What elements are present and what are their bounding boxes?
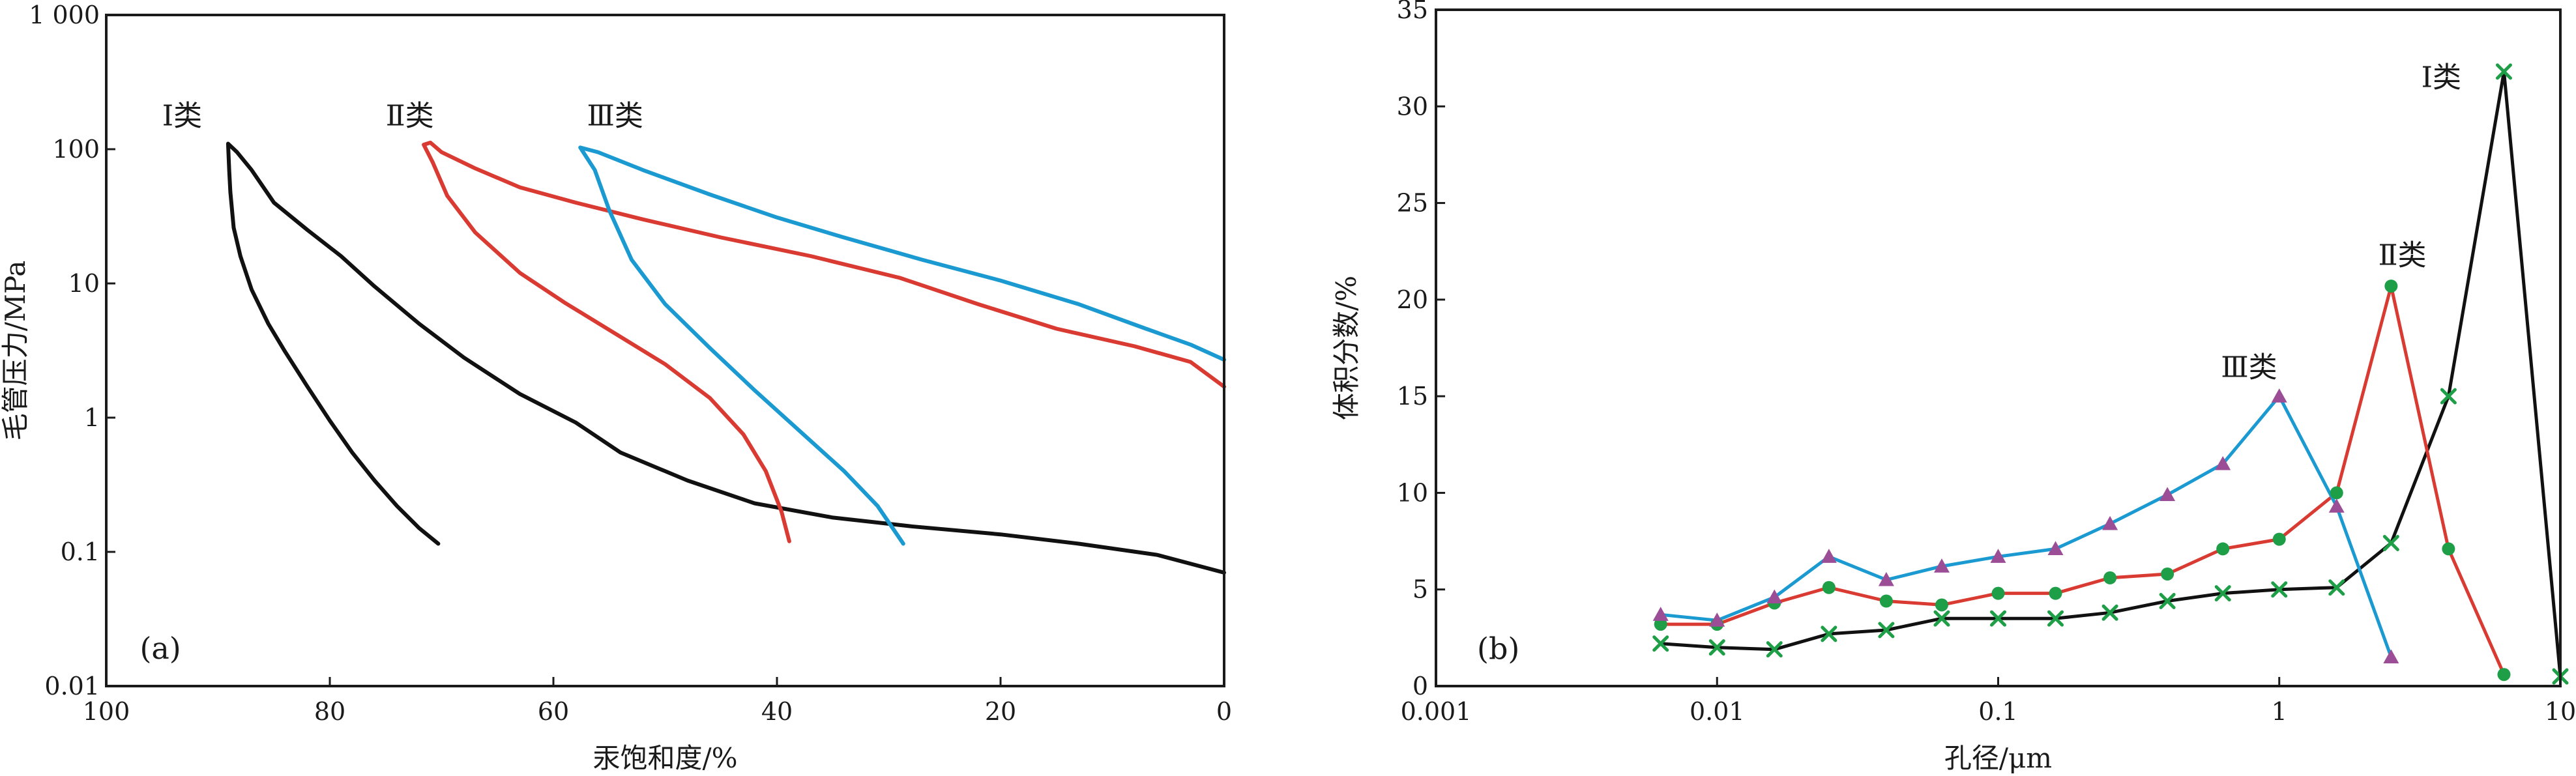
panel-b-y-tick-label: 35 <box>1397 0 1428 24</box>
panel-b-point-class-2 <box>2442 542 2455 556</box>
panel-a-series-lines <box>226 140 1226 575</box>
panel-a-y-axis-label: 毛管压力/MPa <box>0 261 31 441</box>
panel-b-point-class-1 <box>1766 641 1783 658</box>
panel-a-x-tick-label: 80 <box>314 697 345 726</box>
panel-b-point-class-1 <box>2271 581 2288 598</box>
panel-b-point-class-3 <box>2102 515 2118 530</box>
panel-b-point-class-2 <box>1822 581 1836 594</box>
panel-b-point-class-1 <box>2159 593 2176 610</box>
panel-b-y-tick-label: 30 <box>1397 92 1428 121</box>
panel-b-point-class-1 <box>1933 610 1950 627</box>
panel-a-y-tick-label: 1 <box>84 403 100 432</box>
panel-b-x-tick-label: 10 <box>2545 697 2576 726</box>
panel-b-point-class-1 <box>2101 604 2118 621</box>
panel-b-point-class-2 <box>1991 586 2005 600</box>
panel-a-plot-frame <box>105 14 1225 687</box>
panel-a-x-tick-label: 100 <box>83 697 130 726</box>
panel-b-point-class-3 <box>1821 549 1837 563</box>
panel-b-line-class-2 <box>1660 284 2506 676</box>
panel-b-series-markers <box>1652 63 2569 685</box>
panel-b-point-class-1 <box>2047 610 2064 627</box>
panel-b-x-tick-label: 0.1 <box>1978 697 2017 726</box>
panel-b-point-class-1 <box>2440 388 2457 405</box>
panel-b-point-class-3 <box>1933 558 1950 573</box>
panel-b-point-class-2 <box>2161 567 2174 581</box>
panel-b-point-class-1 <box>2214 585 2231 602</box>
panel-b-point-class-2 <box>2049 586 2062 600</box>
panel-a-y-tick-label: 100 <box>52 135 100 164</box>
panel-a-x-axis-label: 汞饱和度/% <box>593 742 737 774</box>
panel-b-point-class-1 <box>1708 639 1725 656</box>
panel-b-y-tick-label: 10 <box>1397 478 1428 507</box>
panel-b-point-class-2 <box>1654 618 1667 631</box>
panel-b-point-class-2 <box>1935 598 1948 612</box>
panel-b-point-class-3 <box>1766 589 1783 604</box>
panel-b-y-tick-label: 5 <box>1412 575 1428 604</box>
panel-b-point-class-2 <box>2103 571 2117 584</box>
panel-b-point-class-1 <box>2382 535 2399 552</box>
panel-a-x-tick-label: 20 <box>985 697 1016 726</box>
panel-a-curve-class-2 <box>422 140 1226 543</box>
panel-a-y-tick-label: 0.01 <box>44 672 100 700</box>
panel-a-capillary-pressure-chart: 100 80 60 40 20 0 0.01 0.1 1 10 100 1 000 汞饱和度/% 毛管… <box>0 1 1232 774</box>
panel-b-x-tick-label: 1 <box>2272 697 2287 726</box>
panel-b-y-tick-label: 0 <box>1412 672 1428 700</box>
panel-b-series-label-class-1: Ⅰ类 <box>2422 61 2461 94</box>
panel-b-ticks: 0.001 0.01 0.1 1 10 0 5 10 15 20 25 30 35 <box>1397 0 2576 726</box>
panel-a-series-label-class-1: Ⅰ类 <box>162 100 202 133</box>
panel-b-point-class-1 <box>2495 63 2512 80</box>
panel-b-tag: (b) <box>1477 631 1519 666</box>
panel-b-point-class-1 <box>1990 610 2006 627</box>
panel-a-series-label-class-3: Ⅲ类 <box>587 100 643 133</box>
panel-b-point-class-2 <box>1879 594 1893 608</box>
panel-a-tag: (a) <box>139 631 181 666</box>
panel-b-pore-size-distribution-chart: 0.001 0.01 0.1 1 10 0 5 10 15 20 25 30 35 孔径/μm 体积分数… <box>1330 0 2576 774</box>
panel-a-x-tick-label: 40 <box>761 697 793 726</box>
panel-b-point-class-2 <box>2216 542 2230 556</box>
panel-b-y-tick-label: 15 <box>1397 382 1428 410</box>
panel-b-x-tick-label: 0.01 <box>1690 697 1745 726</box>
panel-b-series-label-class-2: Ⅱ类 <box>2378 238 2427 272</box>
panel-b-line-class-3 <box>1660 394 2393 658</box>
panel-a-curve-class-1 <box>226 141 1226 575</box>
panel-b-point-class-1 <box>2328 579 2345 596</box>
panel-b-y-tick-label: 20 <box>1397 285 1428 314</box>
panel-b-point-class-3 <box>2159 487 2176 501</box>
panel-b-point-class-2 <box>2330 486 2343 500</box>
panel-b-plot-frame <box>1435 8 2562 687</box>
panel-b-point-class-3 <box>1652 607 1669 621</box>
panel-b-point-class-1 <box>1652 635 1669 652</box>
panel-a-curve-class-3 <box>578 145 1226 546</box>
panel-b-x-tick-label: 0.001 <box>1401 697 1472 726</box>
panel-b-point-class-2 <box>2272 532 2286 546</box>
panel-b-point-class-3 <box>1990 549 2006 563</box>
panel-a-series-label-class-2: Ⅱ类 <box>386 100 434 133</box>
panel-b-x-axis-label: 孔径/μm <box>1944 742 2052 774</box>
panel-b-series-lines <box>1660 70 2562 677</box>
panel-a-y-tick-label: 10 <box>68 269 100 298</box>
panel-a-y-tick-label: 1 000 <box>29 1 100 29</box>
panel-b-line-class-1 <box>1660 70 2562 677</box>
panel-a-x-tick-label: 0 <box>1216 697 1232 726</box>
panel-b-point-class-3 <box>1709 612 1725 627</box>
panel-b-point-class-3 <box>2383 649 2399 664</box>
panel-a-x-tick-label: 60 <box>538 697 569 726</box>
panel-b-y-axis-label: 体积分数/% <box>1330 276 1362 420</box>
panel-b-series-label-class-3: Ⅲ类 <box>2221 351 2277 384</box>
panel-b-point-class-3 <box>2271 388 2287 403</box>
panel-a-ticks: 100 80 60 40 20 0 0.01 0.1 1 10 100 1 000 <box>29 1 1232 726</box>
panel-b-point-class-1 <box>1878 622 1895 639</box>
panel-a-y-tick-label: 0.1 <box>61 538 100 566</box>
panel-b-point-class-2 <box>2384 280 2398 293</box>
panel-b-point-class-3 <box>1878 571 1894 586</box>
panel-b-point-class-3 <box>2328 498 2345 513</box>
panel-b-point-class-3 <box>2215 455 2231 470</box>
panel-b-y-tick-label: 25 <box>1397 189 1428 218</box>
panel-b-point-class-3 <box>2047 541 2064 556</box>
panel-b-point-class-2 <box>2497 668 2511 682</box>
panel-b-point-class-1 <box>1821 625 1837 642</box>
